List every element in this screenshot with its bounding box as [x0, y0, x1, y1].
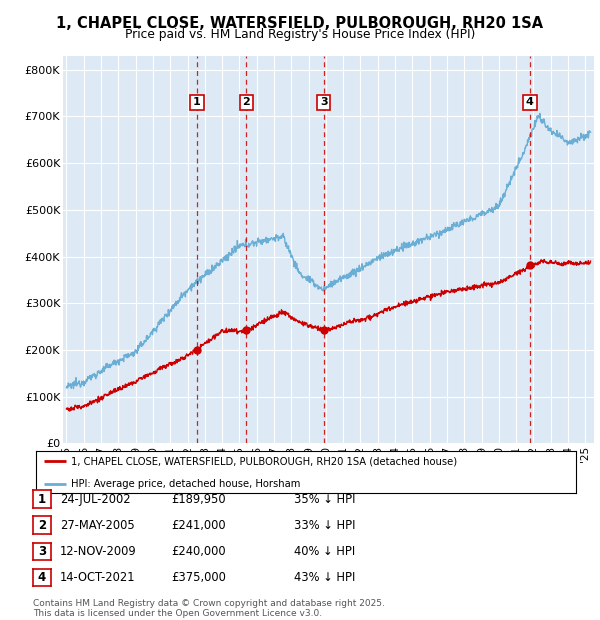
Text: 3: 3 [320, 97, 328, 107]
Text: HPI: Average price, detached house, Horsham: HPI: Average price, detached house, Hors… [71, 479, 301, 489]
Text: 27-MAY-2005: 27-MAY-2005 [60, 519, 135, 531]
Text: 33% ↓ HPI: 33% ↓ HPI [294, 519, 355, 531]
Text: 1, CHAPEL CLOSE, WATERSFIELD, PULBOROUGH, RH20 1SA (detached house): 1, CHAPEL CLOSE, WATERSFIELD, PULBOROUGH… [71, 456, 457, 466]
Text: 4: 4 [38, 571, 46, 583]
Text: £189,950: £189,950 [171, 493, 226, 505]
Text: £375,000: £375,000 [171, 571, 226, 583]
Text: 40% ↓ HPI: 40% ↓ HPI [294, 545, 355, 557]
Text: 24-JUL-2002: 24-JUL-2002 [60, 493, 131, 505]
Text: 3: 3 [38, 545, 46, 557]
Text: 14-OCT-2021: 14-OCT-2021 [60, 571, 136, 583]
Text: 2: 2 [242, 97, 250, 107]
Text: 35% ↓ HPI: 35% ↓ HPI [294, 493, 355, 505]
Text: Contains HM Land Registry data © Crown copyright and database right 2025.
This d: Contains HM Land Registry data © Crown c… [33, 599, 385, 618]
Text: 1: 1 [193, 97, 201, 107]
Text: 43% ↓ HPI: 43% ↓ HPI [294, 571, 355, 583]
Text: Price paid vs. HM Land Registry's House Price Index (HPI): Price paid vs. HM Land Registry's House … [125, 28, 475, 41]
Text: 1, CHAPEL CLOSE, WATERSFIELD, PULBOROUGH, RH20 1SA: 1, CHAPEL CLOSE, WATERSFIELD, PULBOROUGH… [56, 16, 544, 30]
Text: 12-NOV-2009: 12-NOV-2009 [60, 545, 137, 557]
Text: 4: 4 [526, 97, 534, 107]
Text: £240,000: £240,000 [171, 545, 226, 557]
Text: 1: 1 [38, 493, 46, 505]
Text: 2: 2 [38, 519, 46, 531]
Text: £241,000: £241,000 [171, 519, 226, 531]
